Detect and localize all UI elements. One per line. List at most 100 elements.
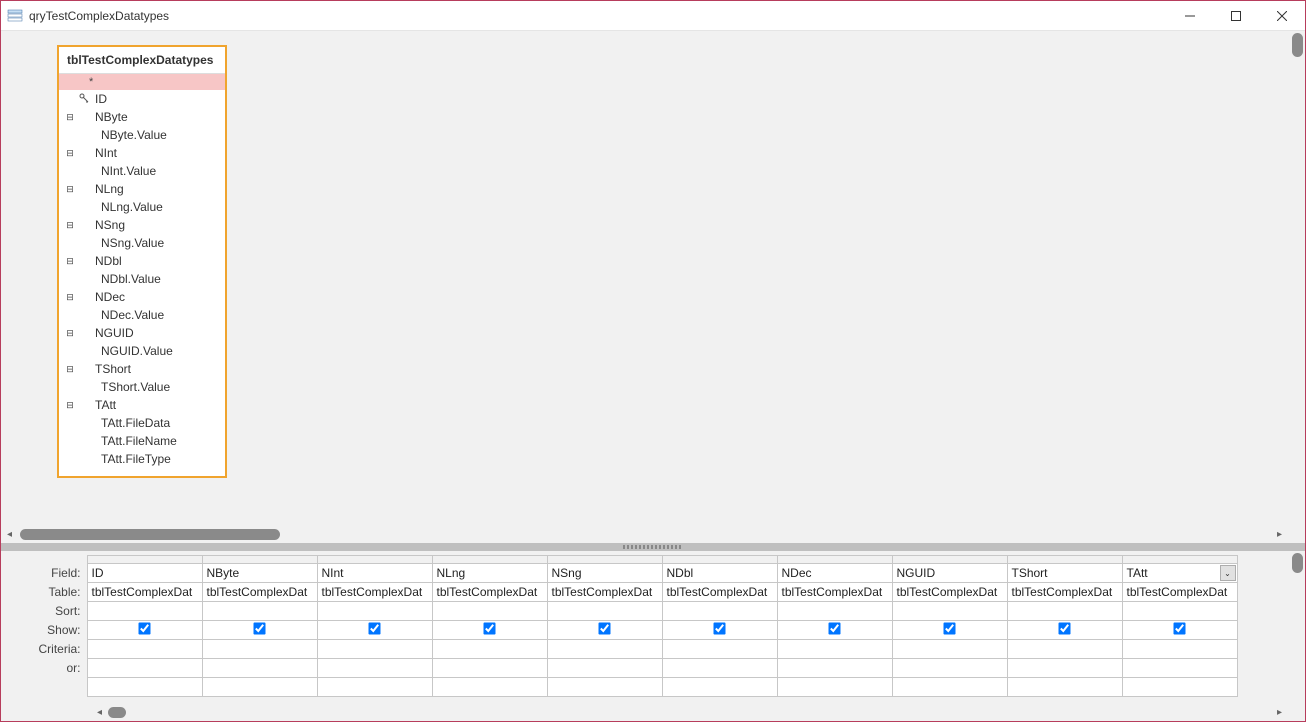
qbe-or-cell[interactable] xyxy=(317,659,432,678)
field-child-row[interactable]: TAtt.FileType xyxy=(59,450,225,468)
qbe-show-cell[interactable] xyxy=(777,621,892,640)
qbe-field-cell[interactable]: NGUID xyxy=(892,564,1007,583)
scrollbar-thumb[interactable] xyxy=(108,707,126,718)
qbe-or-cell[interactable] xyxy=(432,659,547,678)
pane-splitter[interactable] xyxy=(1,543,1305,551)
qbe-table-cell[interactable]: tblTestComplexDat xyxy=(202,583,317,602)
qbe-or-cell[interactable] xyxy=(662,678,777,697)
show-checkbox[interactable] xyxy=(253,622,265,634)
qbe-table-cell[interactable]: tblTestComplexDat xyxy=(547,583,662,602)
collapse-icon[interactable]: ⊟ xyxy=(63,148,77,159)
show-checkbox[interactable] xyxy=(483,622,495,634)
qbe-field-cell[interactable]: NLng xyxy=(432,564,547,583)
qbe-or-cell[interactable] xyxy=(662,659,777,678)
column-selector[interactable] xyxy=(1122,556,1237,564)
qbe-or-cell[interactable] xyxy=(317,678,432,697)
field-child-row[interactable]: NLng.Value xyxy=(59,198,225,216)
scroll-right-icon[interactable]: ▸ xyxy=(1271,707,1288,718)
scrollbar-thumb[interactable] xyxy=(20,529,280,540)
field-child-row[interactable]: NSng.Value xyxy=(59,234,225,252)
qbe-sort-cell[interactable] xyxy=(777,602,892,621)
qbe-field-cell[interactable]: NSng xyxy=(547,564,662,583)
upper-vertical-scrollbar[interactable] xyxy=(1288,31,1305,543)
lower-horizontal-scrollbar[interactable]: ◂ ▸ xyxy=(91,704,1288,721)
minimize-button[interactable] xyxy=(1167,1,1213,30)
field-row[interactable]: ⊟TShort xyxy=(59,360,225,378)
field-row[interactable]: ⊟NGUID xyxy=(59,324,225,342)
table-source-box[interactable]: tblTestComplexDatatypes * ID⊟NByteNByte.… xyxy=(57,45,227,478)
qbe-field-cell[interactable]: NInt xyxy=(317,564,432,583)
qbe-show-cell[interactable] xyxy=(432,621,547,640)
collapse-icon[interactable]: ⊟ xyxy=(63,364,77,375)
field-row[interactable]: ⊟NLng xyxy=(59,180,225,198)
qbe-or-cell[interactable] xyxy=(1122,678,1237,697)
scrollbar-thumb[interactable] xyxy=(1292,553,1303,573)
show-checkbox[interactable] xyxy=(713,622,725,634)
field-row[interactable]: ⊟NByte xyxy=(59,108,225,126)
qbe-show-cell[interactable] xyxy=(202,621,317,640)
show-checkbox[interactable] xyxy=(1173,622,1185,634)
qbe-sort-cell[interactable] xyxy=(662,602,777,621)
field-row[interactable]: ⊟TAtt xyxy=(59,396,225,414)
scroll-left-icon[interactable]: ◂ xyxy=(1,529,18,540)
qbe-or-cell[interactable] xyxy=(892,659,1007,678)
qbe-field-cell[interactable]: TAtt⌄ xyxy=(1122,564,1237,583)
titlebar[interactable]: qryTestComplexDatatypes xyxy=(1,1,1305,31)
qbe-table-cell[interactable]: tblTestComplexDat xyxy=(432,583,547,602)
show-checkbox[interactable] xyxy=(598,622,610,634)
scroll-right-icon[interactable]: ▸ xyxy=(1271,529,1288,540)
scrollbar-thumb[interactable] xyxy=(1292,33,1303,57)
qbe-sort-cell[interactable] xyxy=(1007,602,1122,621)
qbe-table-cell[interactable]: tblTestComplexDat xyxy=(87,583,202,602)
qbe-or-cell[interactable] xyxy=(87,678,202,697)
qbe-criteria-cell[interactable] xyxy=(777,640,892,659)
relationships-pane[interactable]: tblTestComplexDatatypes * ID⊟NByteNByte.… xyxy=(1,31,1305,543)
qbe-show-cell[interactable] xyxy=(892,621,1007,640)
qbe-table-cell[interactable]: tblTestComplexDat xyxy=(317,583,432,602)
qbe-or-cell[interactable] xyxy=(777,659,892,678)
qbe-show-cell[interactable] xyxy=(662,621,777,640)
collapse-icon[interactable]: ⊟ xyxy=(63,328,77,339)
column-selector[interactable] xyxy=(662,556,777,564)
qbe-or-cell[interactable] xyxy=(1122,659,1237,678)
upper-horizontal-scrollbar[interactable]: ◂ ▸ xyxy=(1,526,1288,543)
qbe-field-cell[interactable]: TShort xyxy=(1007,564,1122,583)
qbe-or-cell[interactable] xyxy=(202,659,317,678)
field-row[interactable]: ID xyxy=(59,90,225,108)
field-row[interactable]: ⊟NInt xyxy=(59,144,225,162)
qbe-criteria-cell[interactable] xyxy=(662,640,777,659)
qbe-show-cell[interactable] xyxy=(1007,621,1122,640)
qbe-criteria-cell[interactable] xyxy=(892,640,1007,659)
field-child-row[interactable]: NInt.Value xyxy=(59,162,225,180)
collapse-icon[interactable]: ⊟ xyxy=(63,220,77,231)
field-row[interactable]: ⊟NDec xyxy=(59,288,225,306)
qbe-table-cell[interactable]: tblTestComplexDat xyxy=(777,583,892,602)
qbe-or-cell[interactable] xyxy=(1007,678,1122,697)
column-selector[interactable] xyxy=(777,556,892,564)
field-row[interactable]: ⊟NSng xyxy=(59,216,225,234)
close-button[interactable] xyxy=(1259,1,1305,30)
qbe-show-cell[interactable] xyxy=(547,621,662,640)
collapse-icon[interactable]: ⊟ xyxy=(63,292,77,303)
qbe-table-cell[interactable]: tblTestComplexDat xyxy=(1122,583,1237,602)
qbe-or-cell[interactable] xyxy=(777,678,892,697)
field-row[interactable]: ⊟NDbl xyxy=(59,252,225,270)
collapse-icon[interactable]: ⊟ xyxy=(63,256,77,267)
scroll-left-icon[interactable]: ◂ xyxy=(91,707,108,718)
qbe-sort-cell[interactable] xyxy=(1122,602,1237,621)
show-checkbox[interactable] xyxy=(828,622,840,634)
collapse-icon[interactable]: ⊟ xyxy=(63,400,77,411)
qbe-show-cell[interactable] xyxy=(87,621,202,640)
qbe-or-cell[interactable] xyxy=(432,678,547,697)
qbe-or-cell[interactable] xyxy=(87,659,202,678)
show-checkbox[interactable] xyxy=(1058,622,1070,634)
show-checkbox[interactable] xyxy=(368,622,380,634)
qbe-criteria-cell[interactable] xyxy=(547,640,662,659)
column-selector[interactable] xyxy=(892,556,1007,564)
qbe-or-cell[interactable] xyxy=(202,678,317,697)
qbe-table-cell[interactable]: tblTestComplexDat xyxy=(892,583,1007,602)
qbe-criteria-cell[interactable] xyxy=(1122,640,1237,659)
column-selector[interactable] xyxy=(432,556,547,564)
qbe-sort-cell[interactable] xyxy=(317,602,432,621)
qbe-sort-cell[interactable] xyxy=(432,602,547,621)
